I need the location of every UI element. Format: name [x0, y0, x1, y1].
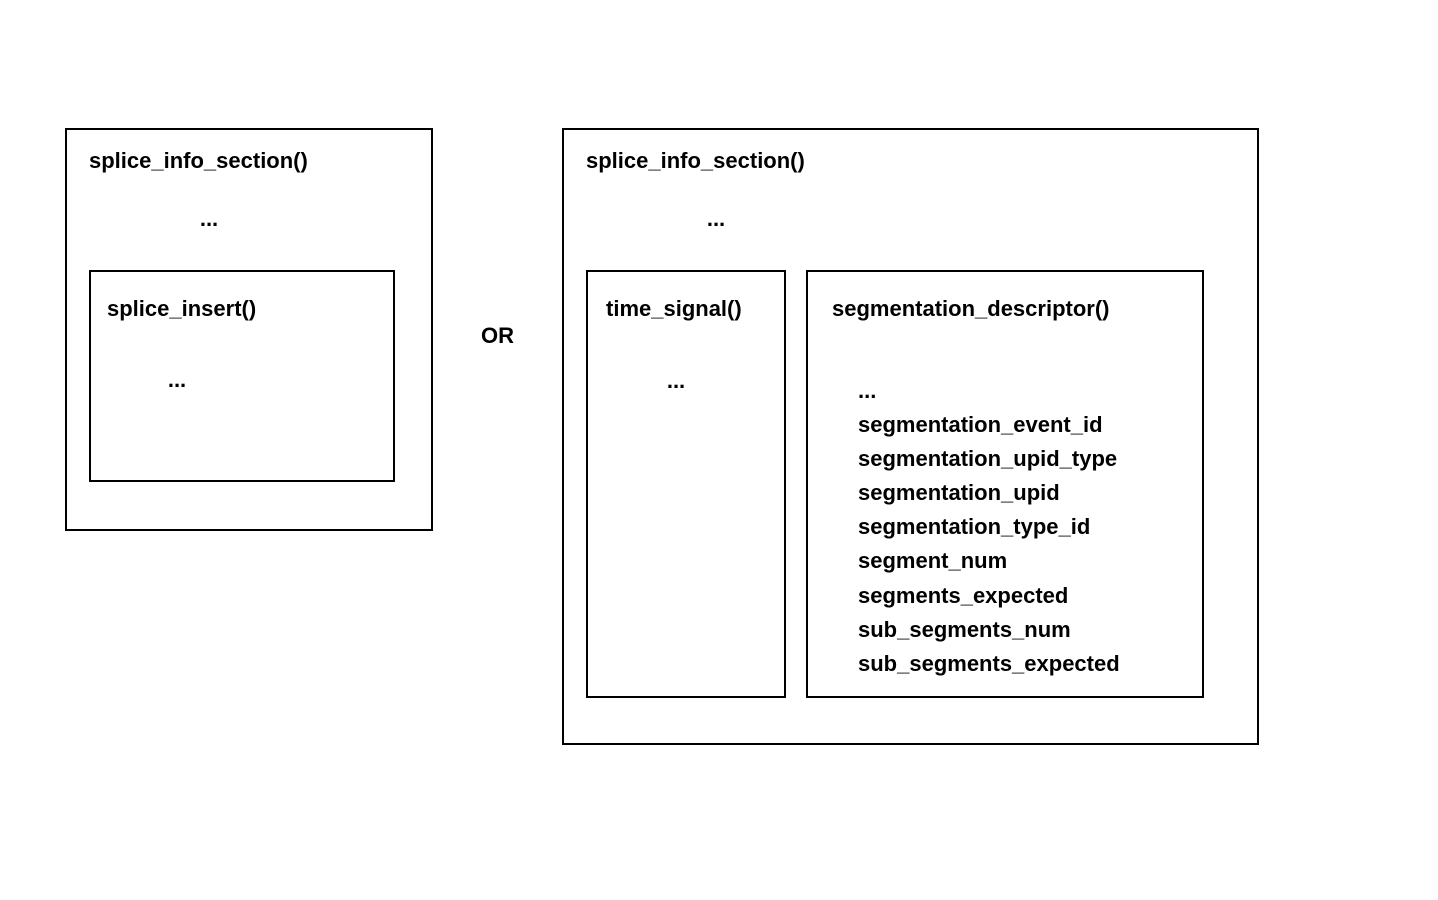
or-connector: OR — [481, 128, 514, 349]
segmentation-descriptor-field-list: ... segmentation_event_id segmentation_u… — [858, 374, 1178, 681]
seg-field-item: sub_segments_expected — [858, 647, 1178, 681]
seg-field-item: segmentation_upid_type — [858, 442, 1178, 476]
time-signal-ellipsis: ... — [606, 368, 746, 394]
right-section-ellipsis: ... — [586, 206, 846, 232]
left-splice-info-section-box: splice_info_section() ... splice_insert(… — [65, 128, 433, 531]
left-section-title: splice_info_section() — [89, 148, 409, 174]
right-splice-info-section-box: splice_info_section() ... time_signal() … — [562, 128, 1259, 745]
segmentation-descriptor-box: segmentation_descriptor() ... segmentati… — [806, 270, 1204, 698]
diagram-container: splice_info_section() ... splice_insert(… — [65, 128, 1259, 745]
seg-field-item: segments_expected — [858, 579, 1178, 613]
right-section-title: splice_info_section() — [586, 148, 1235, 174]
splice-insert-title: splice_insert() — [107, 296, 377, 322]
seg-field-item: segment_num — [858, 544, 1178, 578]
seg-field-item: sub_segments_num — [858, 613, 1178, 647]
seg-field-item: segmentation_type_id — [858, 510, 1178, 544]
splice-insert-box: splice_insert() ... — [89, 270, 395, 482]
seg-field-item: segmentation_upid — [858, 476, 1178, 510]
time-signal-title: time_signal() — [606, 296, 766, 322]
right-inner-container: time_signal() ... segmentation_descripto… — [586, 270, 1235, 698]
left-section-ellipsis: ... — [89, 206, 329, 232]
segmentation-descriptor-title: segmentation_descriptor() — [832, 296, 1178, 322]
seg-field-item: segmentation_event_id — [858, 408, 1178, 442]
splice-insert-ellipsis: ... — [107, 367, 247, 393]
seg-field-ellipsis: ... — [858, 374, 1178, 408]
time-signal-box: time_signal() ... — [586, 270, 786, 698]
